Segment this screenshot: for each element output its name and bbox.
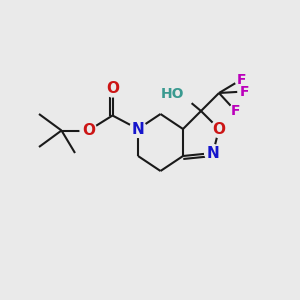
Circle shape [238, 85, 251, 98]
Circle shape [130, 121, 146, 137]
Text: O: O [212, 122, 226, 136]
Circle shape [80, 122, 97, 139]
Circle shape [104, 80, 121, 97]
Circle shape [211, 121, 227, 137]
Circle shape [235, 73, 248, 86]
Circle shape [229, 104, 242, 118]
Text: O: O [106, 81, 119, 96]
Text: O: O [82, 123, 95, 138]
Text: F: F [237, 73, 246, 86]
Text: F: F [240, 85, 249, 98]
Text: N: N [132, 122, 144, 136]
Circle shape [172, 85, 194, 106]
Text: F: F [231, 104, 240, 118]
Circle shape [205, 145, 221, 161]
Text: N: N [207, 146, 219, 160]
Text: HO: HO [161, 87, 184, 100]
